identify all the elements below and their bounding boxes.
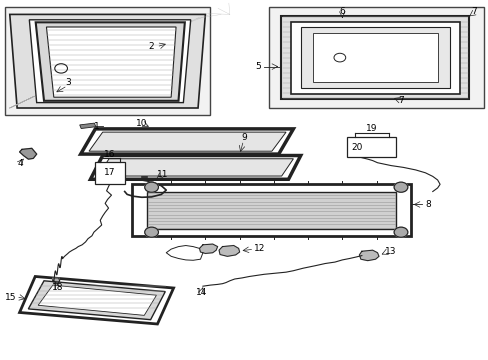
- Text: 9: 9: [241, 133, 247, 142]
- Polygon shape: [199, 244, 217, 253]
- Polygon shape: [20, 148, 37, 159]
- Text: 16: 16: [104, 150, 116, 158]
- Text: 8: 8: [424, 200, 430, 209]
- Circle shape: [393, 182, 407, 192]
- Text: 3: 3: [65, 78, 71, 87]
- Circle shape: [144, 182, 158, 192]
- Text: 6: 6: [339, 7, 345, 16]
- Polygon shape: [132, 184, 410, 236]
- Text: 1: 1: [93, 122, 99, 131]
- Polygon shape: [290, 22, 459, 94]
- Text: 14: 14: [196, 288, 207, 297]
- Circle shape: [393, 227, 407, 237]
- Polygon shape: [28, 281, 165, 320]
- Polygon shape: [29, 20, 190, 103]
- Text: 4: 4: [18, 159, 23, 168]
- FancyBboxPatch shape: [5, 7, 210, 115]
- Polygon shape: [10, 14, 205, 108]
- Text: 20: 20: [350, 143, 362, 152]
- Polygon shape: [281, 16, 468, 99]
- Text: 17: 17: [104, 168, 116, 177]
- Text: 2: 2: [148, 42, 154, 51]
- Polygon shape: [359, 250, 378, 261]
- Polygon shape: [312, 33, 437, 82]
- Polygon shape: [80, 123, 96, 129]
- Text: 15: 15: [5, 292, 17, 302]
- FancyBboxPatch shape: [346, 137, 395, 157]
- Text: 12: 12: [253, 244, 264, 253]
- Circle shape: [144, 227, 158, 237]
- Polygon shape: [53, 278, 60, 284]
- FancyBboxPatch shape: [268, 7, 483, 108]
- Text: 7: 7: [397, 96, 403, 105]
- Text: 11: 11: [156, 170, 168, 179]
- Polygon shape: [36, 22, 184, 101]
- Text: 5: 5: [254, 62, 260, 71]
- Text: 13: 13: [384, 248, 395, 256]
- Text: 7: 7: [470, 7, 476, 16]
- Polygon shape: [20, 276, 173, 324]
- Text: 19: 19: [365, 124, 377, 133]
- Polygon shape: [89, 132, 285, 151]
- Polygon shape: [146, 192, 395, 229]
- Polygon shape: [300, 27, 449, 88]
- Text: 10: 10: [136, 118, 147, 127]
- Polygon shape: [46, 27, 176, 97]
- Polygon shape: [219, 246, 239, 256]
- Polygon shape: [98, 159, 293, 176]
- FancyBboxPatch shape: [95, 162, 124, 184]
- Text: 18: 18: [52, 284, 63, 292]
- Polygon shape: [38, 285, 156, 315]
